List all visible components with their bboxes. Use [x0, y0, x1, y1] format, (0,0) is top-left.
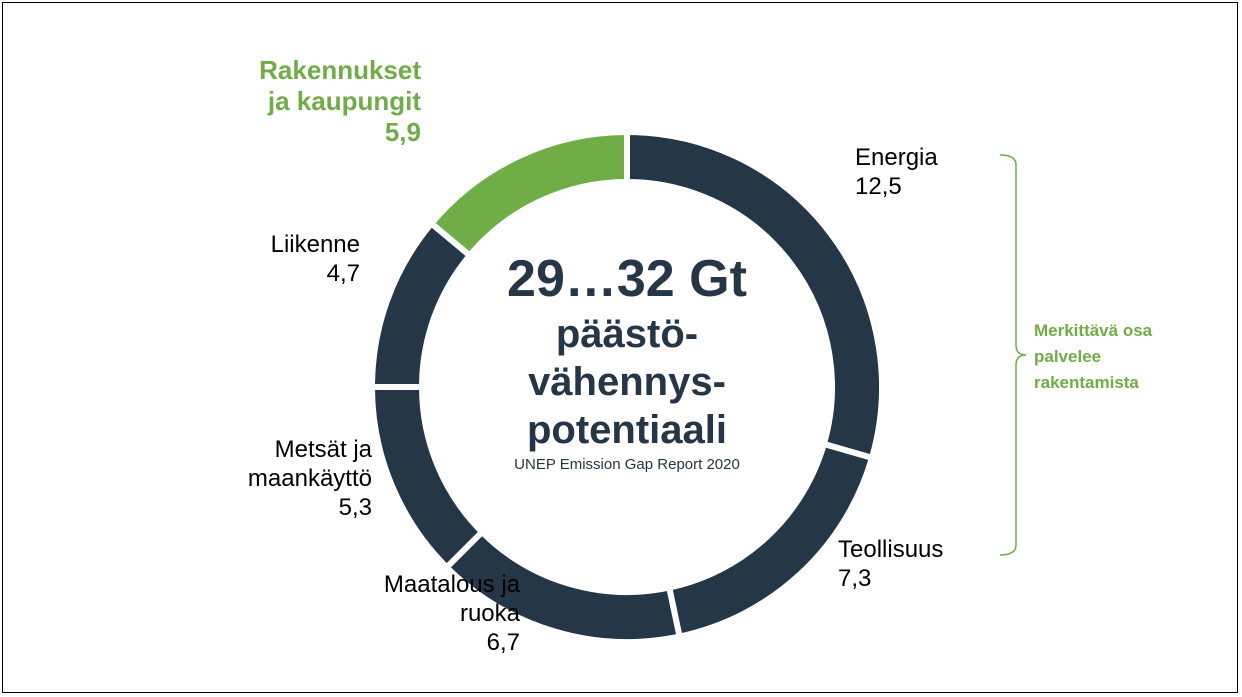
slice-label: Rakennukset ja kaupungit 5,9: [236, 55, 421, 148]
center-title: 29…32 Gt: [507, 250, 747, 308]
center-text: 29…32 Gt päästö-vähennys-potentiaali UNE…: [447, 248, 807, 476]
slice-label: Energia 12,5: [855, 143, 1040, 201]
slice-label: Teollisuus 7,3: [838, 535, 1023, 593]
category-label: Teollisuus: [838, 536, 944, 563]
center-line: päästö-: [555, 312, 699, 356]
category-label: Rakennukset ja kaupungit: [259, 55, 421, 116]
slice-label: Maatalous ja ruoka 6,7: [335, 570, 520, 657]
value-label: 7,3: [838, 565, 872, 592]
value-label: 12,5: [855, 173, 902, 200]
slice-label: Liikenne 4,7: [175, 230, 360, 288]
center-line: vähennys-: [528, 360, 726, 404]
value-label: 5,3: [338, 494, 372, 521]
annotation: Merkittävä osa palvelee rakentamista: [1034, 321, 1153, 392]
source: UNEP Emission Gap Report 2020: [514, 456, 740, 473]
donut-slice: [427, 128, 630, 260]
category-label: Liikenne: [270, 231, 360, 258]
category-label: Metsät ja maankäyttö: [247, 436, 372, 492]
bracket: [999, 154, 1027, 556]
category-label: Energia: [855, 144, 938, 171]
center-line: potentiaali: [526, 408, 728, 452]
value-label: 4,7: [326, 260, 360, 287]
value-label: 5,9: [384, 117, 421, 147]
slice-label: Metsät ja maankäyttö 5,3: [187, 435, 372, 522]
category-label: Maatalous ja ruoka: [383, 571, 520, 627]
value-label: 6,7: [486, 629, 520, 656]
